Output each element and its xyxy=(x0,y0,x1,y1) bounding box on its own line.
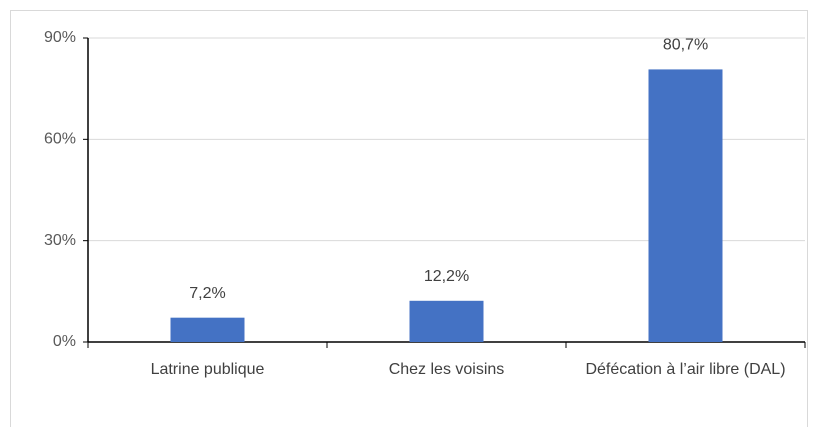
y-tick-label: 60% xyxy=(44,131,76,148)
data-label: 7,2% xyxy=(189,285,225,302)
bar xyxy=(409,300,484,342)
data-label: 12,2% xyxy=(424,268,469,285)
y-tick-label: 0% xyxy=(53,333,76,350)
x-tick-label: Latrine publique xyxy=(150,361,265,378)
y-tick-label: 30% xyxy=(44,232,76,249)
bar xyxy=(170,317,245,342)
data-label: 80,7% xyxy=(663,37,708,54)
x-tick-label: Chez les voisins xyxy=(388,361,505,378)
y-tick-label: 90% xyxy=(44,29,76,46)
bar xyxy=(648,69,723,342)
x-tick-label: Défécation à l’air libre (DAL) xyxy=(585,361,786,378)
chart-border xyxy=(10,10,808,427)
